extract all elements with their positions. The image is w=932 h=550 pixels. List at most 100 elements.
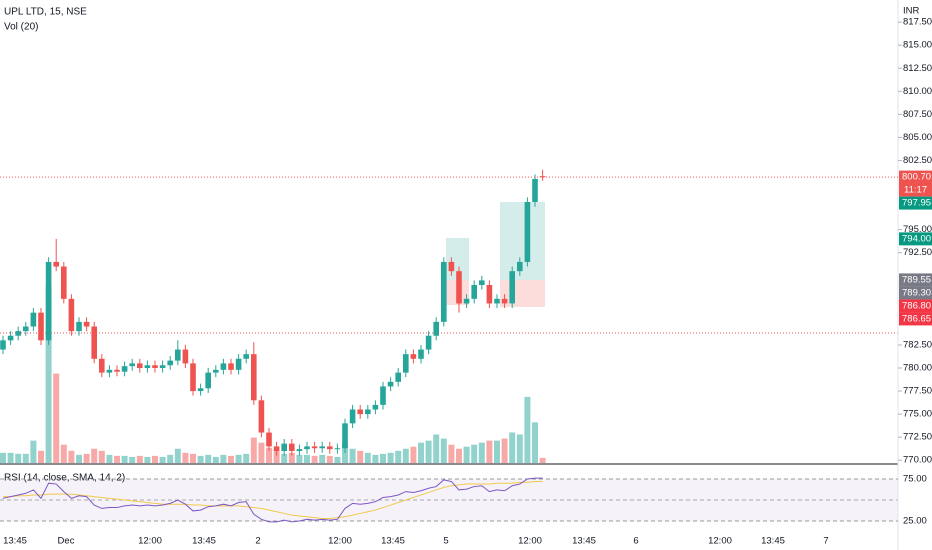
x-tick-label: 12:00 <box>138 536 162 547</box>
candle-body <box>517 261 523 272</box>
volume-bar <box>288 452 295 463</box>
rsi-line <box>2 477 543 523</box>
volume-bar <box>311 455 318 463</box>
y-tick-label: 817.50 <box>903 17 932 28</box>
candle-body <box>228 363 234 370</box>
price-label-box <box>899 196 932 210</box>
countdown: 11:17 <box>904 185 927 196</box>
price-label: 789.30 <box>902 287 931 298</box>
x-tick-label: 13:45 <box>761 536 785 547</box>
volume-bar <box>296 454 303 463</box>
volume-bar <box>0 452 6 463</box>
volume-bar <box>281 453 288 463</box>
candle-body <box>83 321 90 327</box>
volume-bar <box>387 452 394 463</box>
price-label-box <box>899 286 932 300</box>
x-tick-label: 5 <box>443 536 448 547</box>
candle-body <box>61 266 67 299</box>
chart-title: UPL LTD, 15, NSE <box>4 7 87 18</box>
candle-body <box>258 400 265 433</box>
candle-body <box>167 360 173 366</box>
volume-bar <box>38 450 44 463</box>
candle-body <box>433 321 439 336</box>
candle-body <box>273 446 280 452</box>
volume-bar <box>448 444 455 463</box>
volume-bar <box>129 456 136 463</box>
candle-body <box>251 354 257 401</box>
volume-bar <box>380 453 386 463</box>
candle-body <box>327 446 333 450</box>
price-label-box <box>899 273 932 287</box>
x-tick-label: 6 <box>633 536 638 547</box>
candle-body <box>53 261 59 267</box>
x-tick-label: 7 <box>823 536 828 547</box>
y-tick-label: 770.00 <box>903 455 932 466</box>
volume-bar <box>440 438 447 463</box>
candle-body <box>197 388 204 392</box>
candle-body <box>281 443 287 452</box>
candle-body <box>486 284 493 304</box>
volume-bar <box>144 456 151 463</box>
volume-bar <box>319 454 326 463</box>
candle-body <box>425 335 432 350</box>
volume-bar <box>121 455 128 463</box>
candle-body <box>114 369 120 372</box>
candle-body <box>380 386 386 405</box>
y-tick-label: 812.50 <box>903 63 932 74</box>
candle-body <box>175 349 181 361</box>
volume-bar <box>205 454 212 463</box>
volume-bar <box>220 454 227 463</box>
candle-body <box>213 369 219 373</box>
volume-bar <box>456 448 462 463</box>
candle-body <box>205 372 211 389</box>
volume-bar <box>258 442 265 463</box>
y-tick-label: 792.50 <box>903 247 932 258</box>
candle-body <box>463 298 470 304</box>
x-tick-label: 13:45 <box>381 536 405 547</box>
rsi-title: RSI (14, close, SMA, 14, 2) <box>4 473 125 484</box>
x-tick-label: Dec <box>58 536 75 547</box>
candle-body <box>159 365 166 369</box>
candle-body <box>68 298 75 332</box>
candle-body <box>319 446 325 449</box>
volume-bar <box>53 373 60 463</box>
candle-body <box>365 409 371 415</box>
y-tick-label: 772.50 <box>903 432 932 443</box>
candle-body <box>235 358 242 370</box>
price-label: 786.65 <box>902 313 931 324</box>
candle-body <box>137 363 143 369</box>
candle-body <box>372 404 379 410</box>
x-tick-label: 12:00 <box>708 536 732 547</box>
volume-bar <box>76 454 82 463</box>
volume-bar <box>228 455 234 463</box>
candle-body <box>448 261 455 272</box>
candle-body <box>0 340 6 350</box>
y-tick-label: 777.50 <box>903 386 932 397</box>
price-label-box <box>899 232 932 246</box>
candle-body <box>471 284 477 299</box>
candle-body <box>456 271 462 304</box>
candle-body <box>410 354 417 359</box>
volume-bar <box>539 457 546 463</box>
candle-body <box>144 365 151 369</box>
volume-bar <box>532 422 538 463</box>
x-tick-label: 12:00 <box>518 536 542 547</box>
volume-bar <box>182 452 189 463</box>
volume-bar <box>326 455 333 463</box>
volume-bar <box>402 448 409 463</box>
candle-body <box>349 409 356 424</box>
volume-bar <box>68 450 75 463</box>
price-label-box <box>899 312 932 326</box>
rsi-tick-label: 75.00 <box>903 474 927 485</box>
candle-body <box>494 298 500 304</box>
candle-body <box>7 335 14 341</box>
volume-bar <box>60 444 67 463</box>
volume-bar <box>410 446 417 463</box>
candle-body <box>311 446 318 449</box>
y-tick-label: 795.00 <box>903 224 932 235</box>
volume-bar <box>509 432 516 463</box>
x-tick-label: 13:45 <box>3 536 27 547</box>
candle-body <box>129 363 135 367</box>
y-tick-label: 807.50 <box>903 109 932 120</box>
volume-bar <box>516 434 523 463</box>
